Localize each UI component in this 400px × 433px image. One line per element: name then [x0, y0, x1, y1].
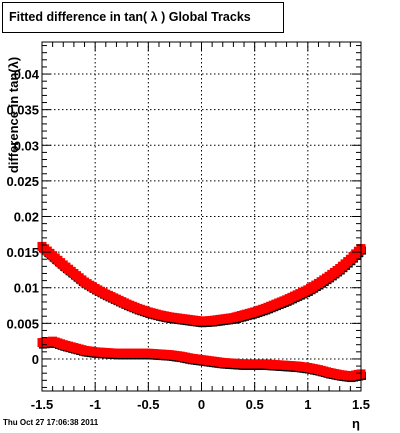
x-tick-label: 0.5 — [246, 397, 264, 412]
ticks — [41, 42, 362, 391]
chart-title: Fitted difference in tan( λ ) Global Tra… — [2, 2, 284, 33]
x-tick-label: -1 — [89, 397, 101, 412]
x-tick-label: -0.5 — [137, 397, 159, 412]
x-tick-label: 0 — [198, 397, 205, 412]
y-tick-label: 0.01 — [14, 281, 39, 296]
y-axis-label: difference in tan(λ) — [6, 57, 21, 173]
y-tick-label: 0.005 — [6, 316, 39, 331]
timestamp: Thu Oct 27 17:06:38 2011 — [3, 418, 99, 427]
x-tick-label: 1 — [304, 397, 311, 412]
y-tick-label: 0 — [32, 352, 39, 367]
x-tick-label: 1.5 — [352, 397, 370, 412]
grid — [42, 42, 361, 391]
y-tick-label: 0.015 — [6, 245, 39, 260]
y-tick-label: 0.04 — [14, 67, 40, 82]
y-tick-label: 0.035 — [6, 103, 39, 118]
x-axis-label: η — [352, 416, 360, 431]
y-tick-label: 0.02 — [14, 210, 39, 225]
tick-labels: -1.5 -1 -0.5 0 0.5 1 1.5 0 0.005 0.01 0.015 0.02 0.0… — [6, 67, 370, 412]
x-tick-label: -1.5 — [31, 397, 53, 412]
y-tick-label: 0.03 — [14, 138, 39, 153]
series-layer — [37, 241, 366, 383]
series-2 — [37, 336, 366, 383]
y-tick-label: 0.025 — [6, 174, 39, 189]
